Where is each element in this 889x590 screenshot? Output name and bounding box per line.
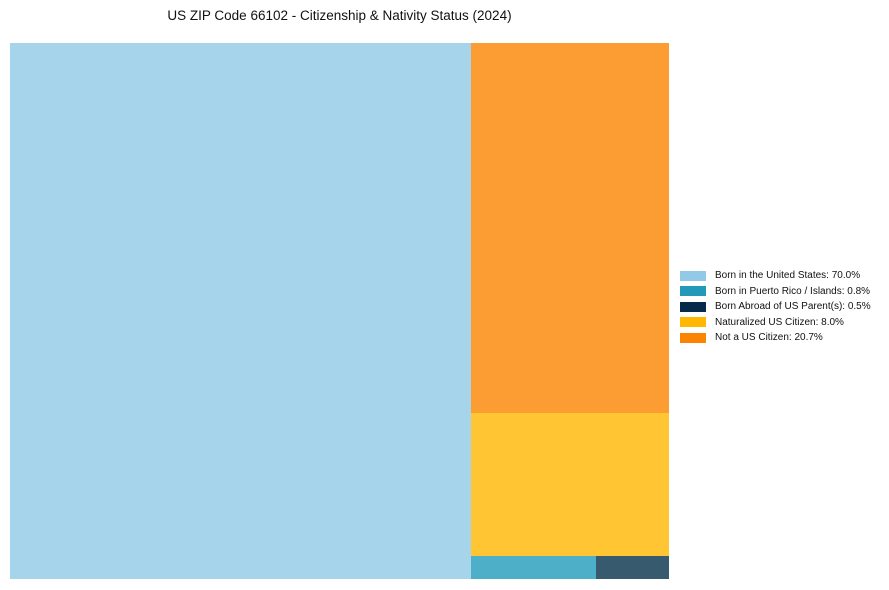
legend-swatch [680, 286, 706, 297]
treemap-tile-born-in-the-united-states [10, 43, 471, 579]
legend-label: Born Abroad of US Parent(s): 0.5% [715, 301, 871, 313]
treemap-tile-not-a-us-citizen [471, 43, 669, 413]
legend-label: Naturalized US Citizen: 8.0% [715, 316, 844, 328]
chart-title: US ZIP Code 66102 - Citizenship & Nativi… [167, 8, 512, 23]
legend-item: Born in the United States: 70.0% [680, 268, 871, 284]
legend-item: Naturalized US Citizen: 8.0% [680, 315, 871, 331]
legend-item: Not a US Citizen: 20.7% [680, 330, 871, 346]
legend-swatch [680, 317, 706, 328]
legend-swatch [680, 332, 706, 343]
legend-label: Born in the United States: 70.0% [715, 270, 861, 282]
treemap-tile-born-abroad-of-us-parent-s [596, 556, 669, 579]
legend-label: Not a US Citizen: 20.7% [715, 332, 823, 344]
chart-legend: Born in the United States: 70.0% Born in … [680, 268, 871, 346]
legend-label: Born in Puerto Rico / Islands: 0.8% [715, 285, 871, 297]
treemap-tile-naturalized-us-citizen [471, 413, 669, 556]
legend-item: Born in Puerto Rico / Islands: 0.8% [680, 284, 871, 300]
treemap-tile-born-in-puerto-rico-islands [471, 556, 596, 579]
legend-swatch [680, 301, 706, 312]
legend-swatch [680, 270, 706, 281]
treemap-plot-area [10, 43, 669, 579]
legend-item: Born Abroad of US Parent(s): 0.5% [680, 299, 871, 315]
